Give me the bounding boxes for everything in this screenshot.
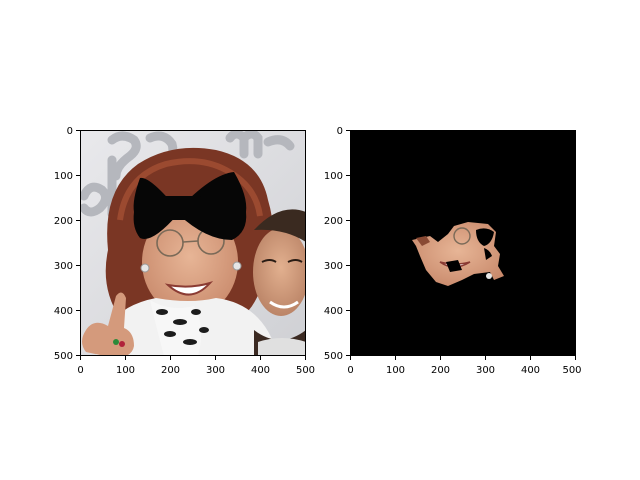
right-y-tick-label: 300	[324, 261, 343, 272]
left-photo	[80, 130, 306, 356]
right-x-axis	[350, 356, 576, 360]
right-y-tick-label: 100	[324, 171, 343, 182]
right-x-tick-label: 400	[521, 365, 540, 376]
right-y-axis	[346, 130, 350, 356]
right-x-tick-label: 500	[562, 365, 581, 376]
left-y-tick-label: 500	[54, 351, 73, 362]
right-y-tick-label: 0	[337, 126, 343, 137]
left-y-axis	[76, 130, 80, 356]
left-x-tick-label: 400	[251, 365, 270, 376]
right-axes-frame	[350, 130, 576, 356]
right-y-tick-label: 500	[324, 351, 343, 362]
left-x-tick-label: 300	[206, 365, 225, 376]
right-x-tick-label: 300	[476, 365, 495, 376]
right-x-tick-label: 100	[386, 365, 405, 376]
right-x-tick-label: 200	[431, 365, 450, 376]
right-masked-photo	[350, 130, 576, 356]
left-x-axis	[80, 356, 306, 360]
left-axes-frame	[80, 130, 306, 356]
left-y-tick-label: 300	[54, 261, 73, 272]
left-image-panel	[80, 130, 306, 356]
right-y-tick-label: 200	[324, 216, 343, 227]
left-y-tick-label: 200	[54, 216, 73, 227]
left-x-tick-label: 200	[161, 365, 180, 376]
right-x-tick-label: 0	[347, 365, 353, 376]
left-x-tick-label: 100	[116, 365, 135, 376]
black-bow-overlay	[133, 172, 247, 240]
scarf-pattern-graphic	[156, 309, 209, 345]
left-x-tick-label: 0	[77, 365, 83, 376]
left-y-tick-label: 0	[67, 126, 73, 137]
left-y-tick-label: 100	[54, 171, 73, 182]
left-y-tick-label: 400	[54, 306, 73, 317]
left-x-tick-label: 500	[296, 365, 315, 376]
right-image-panel	[350, 130, 576, 356]
right-y-tick-label: 400	[324, 306, 343, 317]
masked-glasses-graphic	[453, 227, 471, 245]
